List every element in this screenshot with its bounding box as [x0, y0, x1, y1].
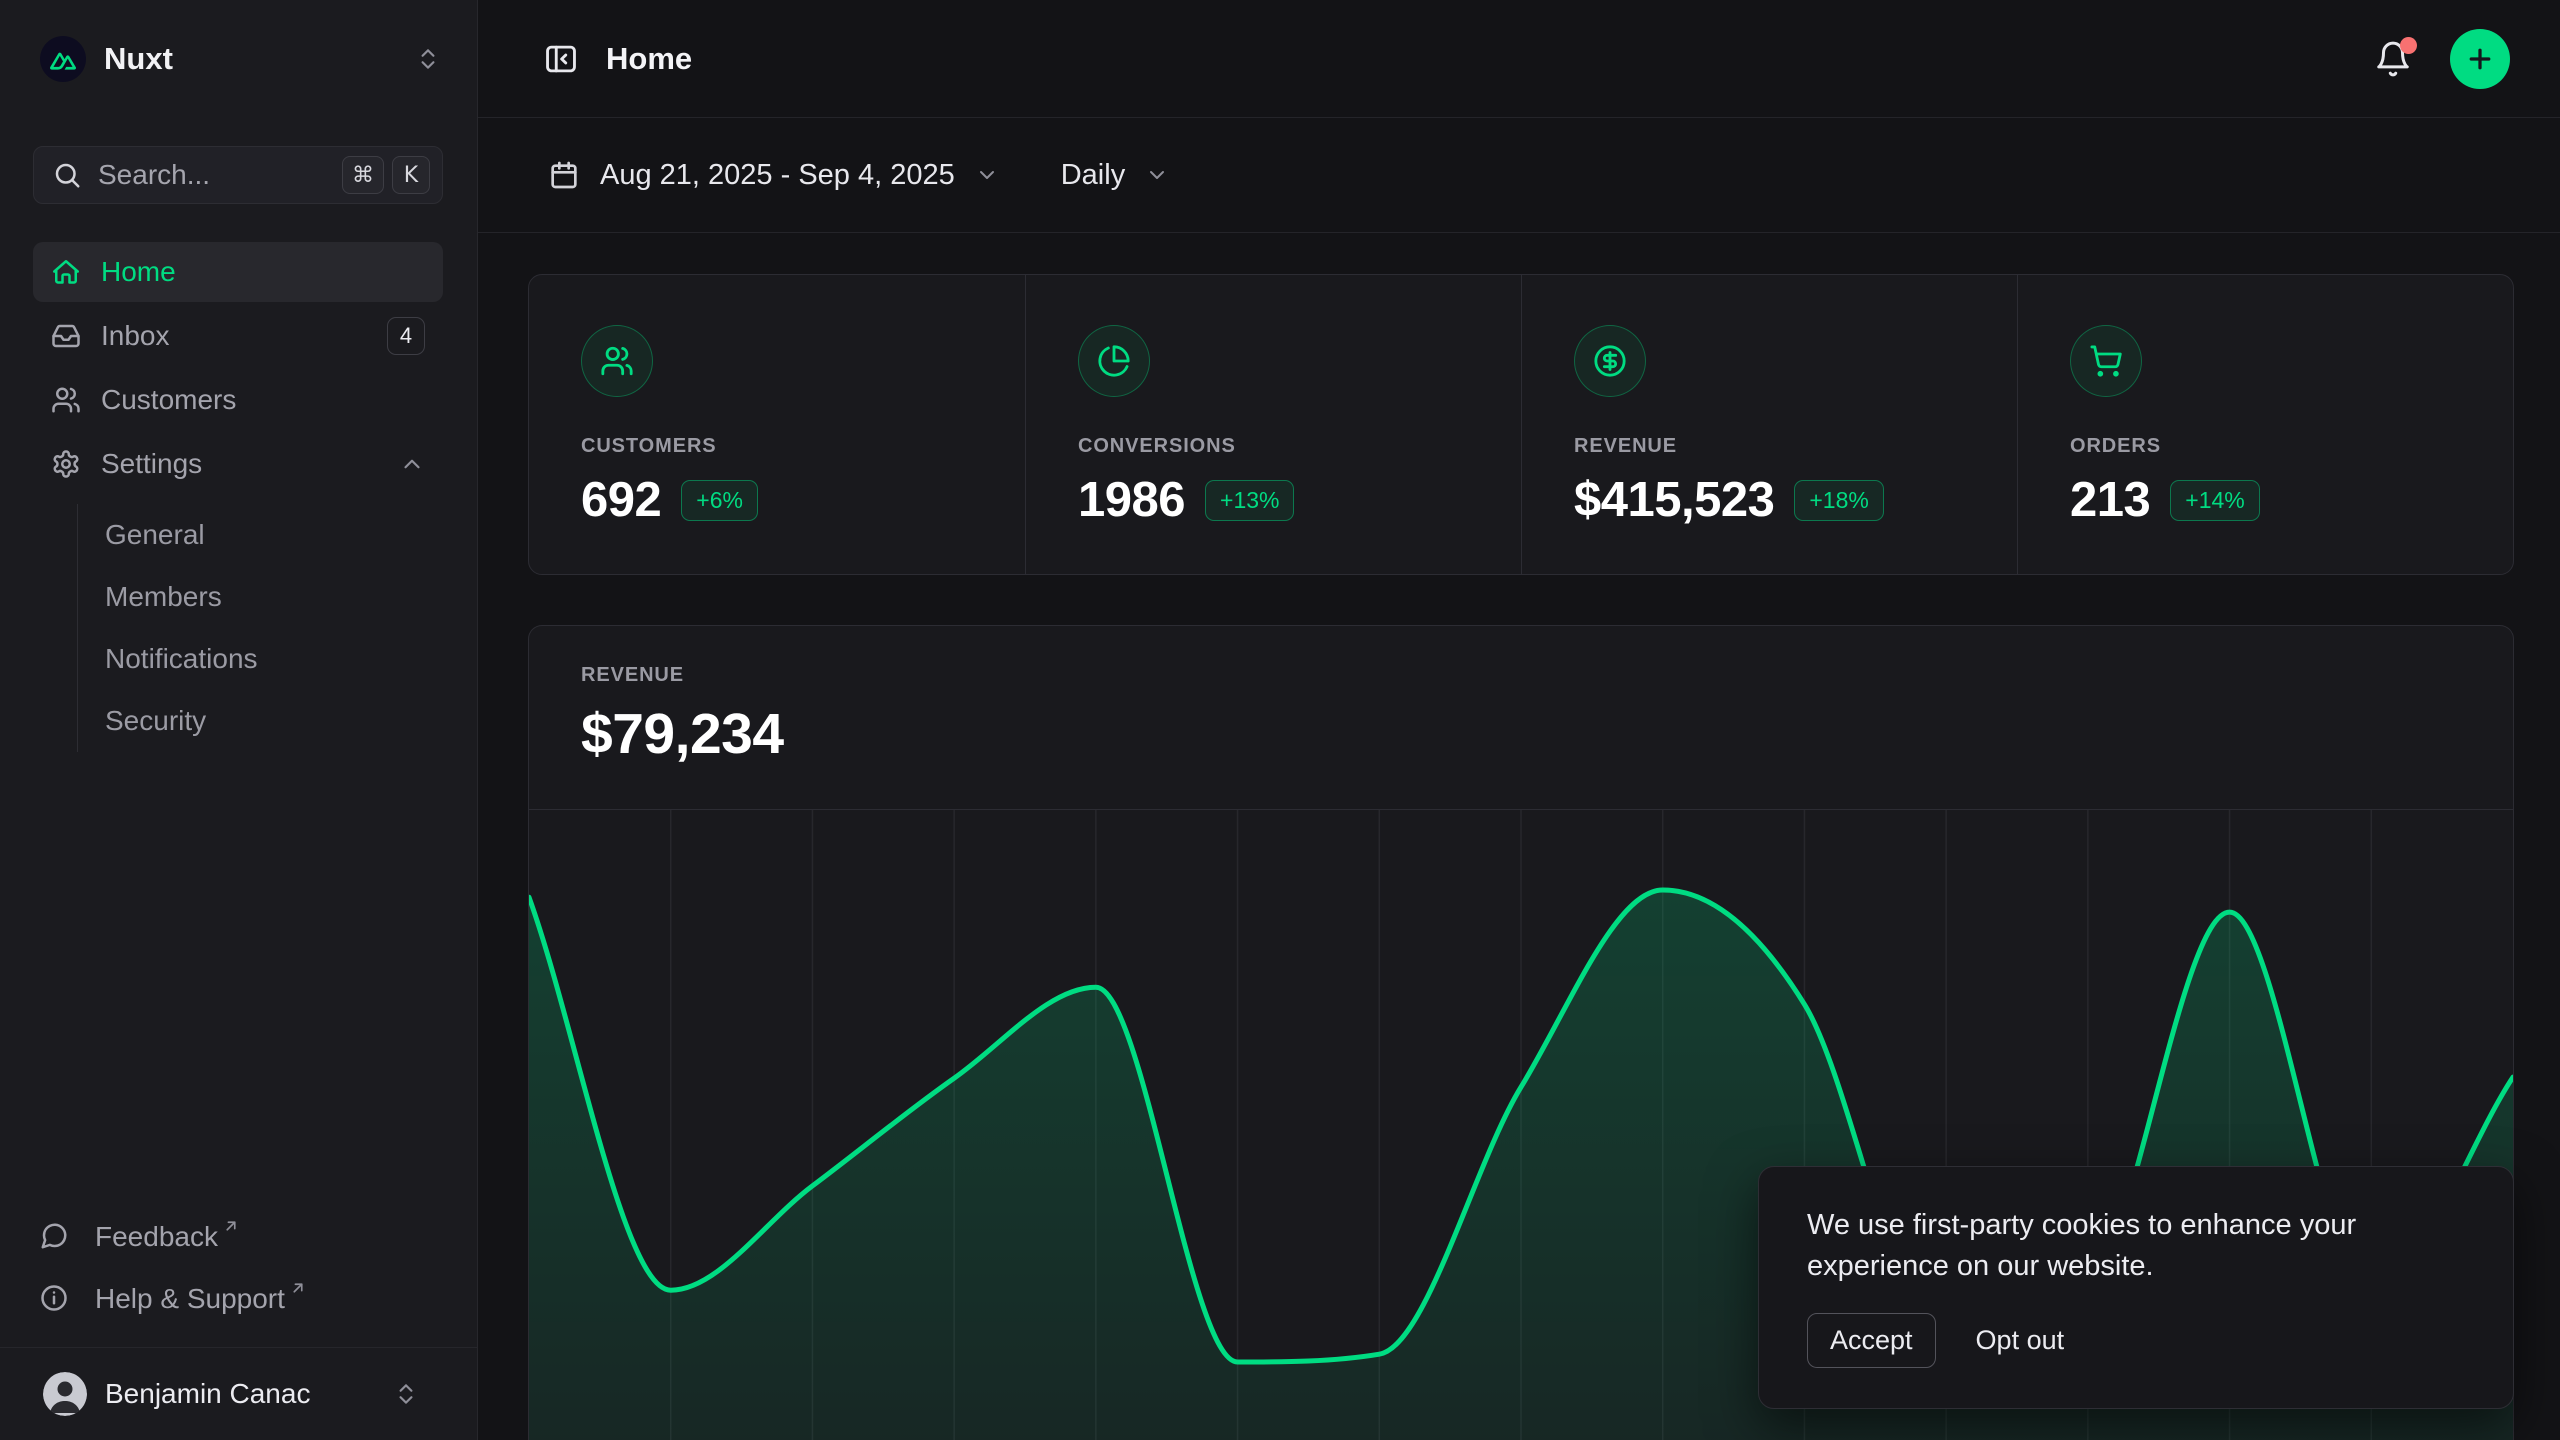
stat-card-revenue: REVENUE $415,523 +18%	[1521, 275, 2017, 574]
user-menu[interactable]: Benjamin Canac	[33, 1364, 443, 1424]
accept-cookies-button[interactable]: Accept	[1807, 1313, 1936, 1368]
search-icon	[52, 160, 82, 190]
revenue-panel-value: $79,234	[581, 701, 2461, 767]
workspace-name: Nuxt	[104, 41, 173, 77]
inbox-icon	[51, 321, 81, 351]
page-title: Home	[606, 41, 692, 77]
stat-value: 1986	[1078, 472, 1185, 528]
sidebar-subitem-general[interactable]: General	[78, 504, 443, 566]
users-icon	[581, 325, 653, 397]
granularity-select[interactable]: Daily	[1061, 159, 1169, 192]
info-circle-icon	[39, 1283, 69, 1313]
sidebar-subitem-notifications[interactable]: Notifications	[78, 628, 443, 690]
stat-card-customers: CUSTOMERS 692 +6%	[529, 275, 1025, 574]
feedback-label: Feedback	[95, 1221, 218, 1253]
sidebar-subitem-security[interactable]: Security	[78, 690, 443, 752]
search-placeholder: Search...	[98, 159, 326, 191]
sidebar-item-label: Inbox	[101, 320, 170, 352]
collapse-sidebar-button[interactable]	[542, 40, 580, 78]
date-range-picker[interactable]: Aug 21, 2025 - Sep 4, 2025	[548, 159, 999, 192]
users-icon	[51, 385, 81, 415]
gear-icon	[51, 449, 81, 479]
cookie-message: We use first-party cookies to enhance yo…	[1807, 1205, 2465, 1287]
notification-dot	[2400, 37, 2417, 54]
feedback-link[interactable]: Feedback	[33, 1213, 443, 1269]
kbd-cmd: ⌘	[342, 156, 384, 194]
sidebar-divider	[0, 1347, 477, 1348]
sidebar-subitem-members[interactable]: Members	[78, 566, 443, 628]
filter-toolbar: Aug 21, 2025 - Sep 4, 2025 Daily	[478, 118, 2560, 233]
stat-value: 213	[2070, 472, 2150, 528]
avatar	[43, 1372, 87, 1416]
chevron-up-icon	[399, 451, 425, 477]
plus-icon	[2465, 44, 2495, 74]
sidebar-item-home[interactable]: Home	[33, 242, 443, 302]
nuxt-logo-icon	[40, 36, 86, 82]
cart-icon	[2070, 325, 2142, 397]
external-link-icon	[222, 1217, 240, 1235]
external-link-icon	[289, 1279, 307, 1297]
stat-label: CUSTOMERS	[581, 435, 995, 458]
stat-value: $415,523	[1574, 472, 1774, 528]
sidebar-item-label: Customers	[101, 384, 236, 416]
add-button[interactable]	[2450, 29, 2510, 89]
chevrons-up-down-icon	[393, 1381, 419, 1407]
date-range-value: Aug 21, 2025 - Sep 4, 2025	[600, 159, 955, 192]
stat-card-orders: ORDERS 213 +14%	[2017, 275, 2513, 574]
revenue-panel-header: REVENUE $79,234	[529, 626, 2513, 809]
chat-bubble-icon	[39, 1221, 69, 1251]
stat-label: REVENUE	[1574, 435, 1987, 458]
calendar-icon	[548, 159, 580, 191]
sidebar-item-customers[interactable]: Customers	[33, 370, 443, 430]
stat-delta-badge: +13%	[1205, 480, 1294, 521]
help-support-link[interactable]: Help & Support	[33, 1275, 443, 1331]
stat-delta-badge: +6%	[681, 480, 758, 521]
sidebar-item-inbox[interactable]: Inbox 4	[33, 306, 443, 366]
sidebar-footer-links: Feedback Help & Support	[33, 1213, 443, 1331]
search-input[interactable]: Search... ⌘ K	[33, 146, 443, 204]
stat-value: 692	[581, 472, 661, 528]
stats-cards: CUSTOMERS 692 +6% CONVERSIONS 1986 +13%	[528, 274, 2514, 575]
help-support-label: Help & Support	[95, 1283, 285, 1315]
topbar-actions	[2374, 29, 2510, 89]
settings-subnav: General Members Notifications Security	[77, 504, 443, 752]
sidebar-item-settings[interactable]: Settings	[33, 434, 443, 494]
stat-label: CONVERSIONS	[1078, 435, 1491, 458]
sidebar-nav: Home Inbox 4 Customers Settings	[33, 242, 443, 754]
revenue-panel-label: REVENUE	[581, 664, 2461, 687]
chevron-down-icon	[1145, 163, 1169, 187]
sidebar-item-label: Home	[101, 256, 176, 288]
stat-delta-badge: +14%	[2170, 480, 2259, 521]
optout-cookies-button[interactable]: Opt out	[1976, 1325, 2065, 1356]
inbox-count-badge: 4	[387, 317, 425, 355]
pie-chart-icon	[1078, 325, 1150, 397]
stat-label: ORDERS	[2070, 435, 2483, 458]
search-shortcut: ⌘ K	[342, 156, 430, 194]
stat-card-conversions: CONVERSIONS 1986 +13%	[1025, 275, 1521, 574]
kbd-k: K	[392, 156, 430, 194]
topbar: Home	[478, 0, 2560, 118]
user-name: Benjamin Canac	[105, 1378, 310, 1410]
sidebar-spacer	[0, 754, 477, 1213]
granularity-value: Daily	[1061, 159, 1125, 192]
cookie-banner: We use first-party cookies to enhance yo…	[1758, 1166, 2514, 1409]
sidebar: Nuxt Search... ⌘ K Home	[0, 0, 478, 1440]
stat-delta-badge: +18%	[1794, 480, 1883, 521]
cookie-actions: Accept Opt out	[1807, 1313, 2465, 1368]
chevron-down-icon	[975, 163, 999, 187]
workspace-switcher[interactable]: Nuxt	[40, 30, 443, 88]
sidebar-item-label: Settings	[101, 448, 202, 480]
dollar-circle-icon	[1574, 325, 1646, 397]
home-icon	[51, 257, 81, 287]
notifications-button[interactable]	[2374, 40, 2412, 78]
chevrons-up-down-icon	[415, 46, 441, 72]
